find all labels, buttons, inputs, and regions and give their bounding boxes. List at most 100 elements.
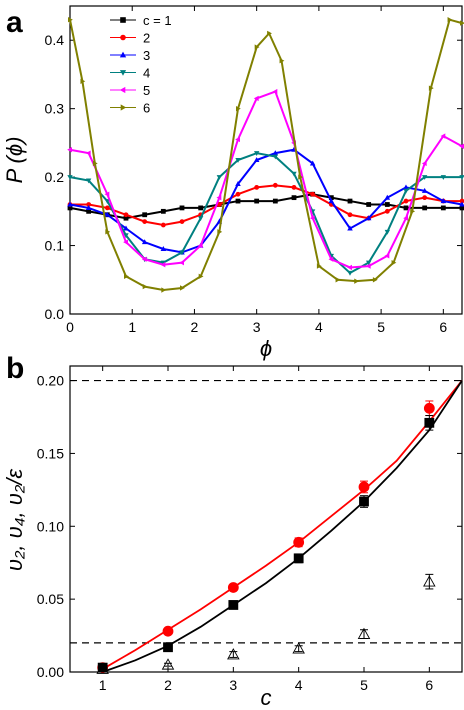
panel-b-y-tick-label: 0.05	[37, 591, 64, 607]
panel-a-data-point	[335, 277, 341, 283]
panel-b-y-tick-label: 0.10	[37, 518, 64, 534]
panel-a-data-point	[253, 157, 260, 163]
panel-a-y-axis-label: P (ϕ)	[2, 137, 27, 184]
panel-a-series-line	[69, 152, 462, 275]
panel-a-data-point	[272, 150, 279, 156]
panel-a-y-tick-label: 0.4	[45, 32, 65, 48]
panel-a-data-point	[216, 175, 223, 180]
panel-a-legend-entry: 2	[110, 31, 150, 46]
panel-a-data-point	[142, 283, 148, 290]
panel-a-data-point	[123, 239, 128, 245]
panel-b-reference-lines	[70, 379, 462, 644]
panel-b-y-tick-label: 0.20	[37, 373, 64, 389]
panel-b-x-tick-label: 1	[99, 677, 107, 693]
panel-a-data-point	[440, 175, 447, 180]
panel-a-x-tick-label: 5	[377, 319, 385, 335]
panel-a-data-point	[440, 198, 447, 204]
panel-b-data-point	[292, 642, 305, 654]
panel-a-data-point	[254, 44, 260, 50]
panel-b-series-1	[97, 400, 435, 674]
panel-a-data-point	[235, 157, 241, 163]
panel-a-data-point	[372, 277, 378, 283]
panel-a-y-tick-label: 0.1	[45, 238, 65, 254]
panel-a-data-point	[67, 201, 73, 207]
panel-a-data-point	[347, 225, 353, 231]
panel-b-data-point	[357, 627, 371, 639]
panel-a-legend-label: 4	[143, 66, 150, 81]
panel-b-ticks: 1 2 3 4 5 6 0.00 0.05 0.10 0.15 0.20	[37, 366, 462, 693]
panel-b-data-point	[424, 417, 435, 428]
panel-a-x-tick-label: 0	[66, 319, 74, 335]
panel-b-series	[96, 400, 436, 674]
panel-b-data-point	[227, 582, 239, 593]
panel-a-data-point	[365, 215, 372, 221]
panel-a-series-line	[69, 148, 463, 254]
panel-a-data-point	[421, 160, 427, 167]
panel-a-data-point	[272, 182, 278, 188]
panel-a-data-point	[347, 198, 353, 204]
panel-b-data-point	[423, 575, 436, 587]
panel-a-data-point	[179, 285, 185, 291]
panel-a-data-point	[403, 184, 409, 190]
panel-a-data-point	[459, 175, 464, 180]
panel-a-data-point	[384, 208, 390, 214]
panel-a-data-point	[422, 195, 428, 201]
panel-b-data-point	[423, 402, 435, 414]
panel-a-letter: a	[6, 6, 23, 39]
panel-a-legend-entry: 6	[110, 101, 150, 116]
panel-a-data-point	[384, 253, 390, 259]
panel-a-data-point	[235, 181, 241, 187]
panel-b-data-point	[163, 642, 173, 653]
panel-b-data-point	[293, 553, 304, 564]
panel-a-data-point	[141, 256, 147, 262]
panel-a-data-point	[197, 242, 203, 249]
panel-a-data-point	[410, 208, 416, 215]
panel-a-data-point	[267, 30, 272, 37]
panel-a-data-point	[198, 273, 204, 280]
panel-a-legend-label: c = 1	[143, 13, 172, 28]
panel-a-data-point	[309, 215, 315, 221]
panel-b-y-tick-label: 0.00	[37, 664, 64, 680]
panel-a-x-axis-label: ϕ	[260, 336, 272, 361]
panel-a-data-point	[80, 78, 86, 84]
panel-a-series-line	[69, 90, 463, 269]
panel-b-data-point	[161, 658, 175, 670]
panel-a-data-point	[253, 95, 259, 102]
panel-a-data-point	[459, 20, 464, 26]
panel-a-data-point	[104, 191, 110, 197]
panel-b-fit-curve	[102, 380, 463, 673]
panel-a-data-point	[347, 212, 353, 218]
panel-b-series-2	[97, 415, 435, 673]
panel-a-data-point	[316, 263, 322, 269]
panel-a-data-point	[291, 195, 297, 201]
panel-b-x-tick-label: 5	[360, 677, 368, 693]
panel-a-legend-marker	[120, 34, 126, 41]
panel-a-data-point	[67, 147, 72, 153]
panel-a-data-point	[428, 85, 434, 91]
panel-a-data-point	[291, 171, 297, 177]
panel-a-legend-marker	[119, 51, 127, 58]
panel-a-data-point	[197, 216, 204, 222]
panel-a-legend-marker	[119, 86, 126, 94]
panel-a-data-point	[198, 205, 204, 211]
panel-a-data-point	[440, 205, 446, 211]
panel-a-data-point	[384, 202, 390, 207]
panel-a-data-point	[422, 205, 428, 211]
panel-a-data-point	[235, 198, 241, 204]
panel-a-legend-label: 2	[143, 31, 150, 46]
panel-a-data-point	[68, 17, 73, 23]
panel-b-letter: b	[6, 352, 24, 385]
panel-a-data-point	[142, 219, 148, 225]
panel-b-y-tick-label: 0.15	[37, 445, 64, 461]
panel-a-data-point	[105, 229, 111, 235]
panel-a-data-point	[253, 151, 260, 156]
panel-b-x-tick-label: 2	[164, 677, 172, 693]
panel-b-data-point	[227, 648, 240, 660]
panel-a-legend-entry: 4	[110, 66, 150, 81]
panel-a-x-tick-label: 6	[439, 319, 447, 335]
panel-a-data-point	[279, 58, 285, 64]
panel-a-data-point	[160, 208, 166, 214]
panel-a-data-point	[403, 198, 409, 204]
panel-a-data-point	[216, 194, 222, 201]
